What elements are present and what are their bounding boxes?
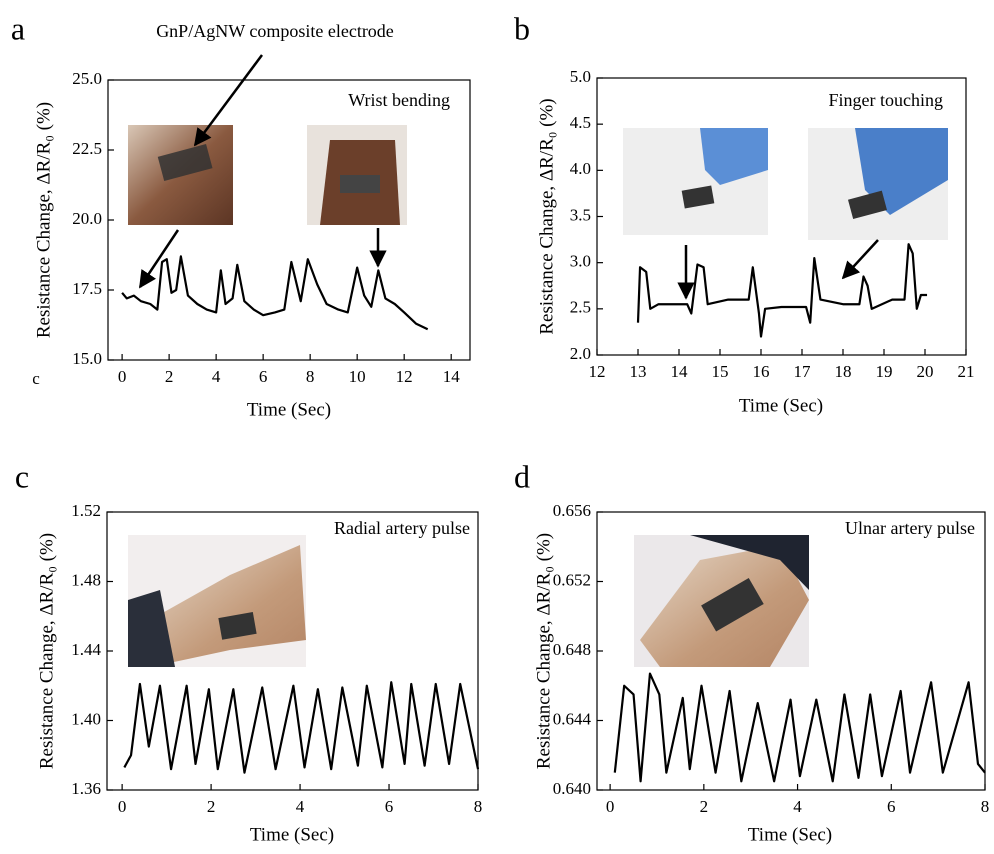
y-tick-label: 1.52 xyxy=(71,501,101,520)
data-line xyxy=(122,256,428,329)
x-tick-label: 19 xyxy=(876,362,893,381)
y-tick-label: 25.0 xyxy=(72,69,102,88)
x-tick-label: 16 xyxy=(753,362,770,381)
x-tick-label: 8 xyxy=(474,797,483,816)
panel-label: a xyxy=(11,10,25,46)
x-tick-label: 2 xyxy=(207,797,216,816)
y-tick-label: 2.0 xyxy=(570,344,591,363)
x-tick-label: 6 xyxy=(385,797,394,816)
photo xyxy=(808,128,948,240)
y-tick-label: 2.5 xyxy=(570,298,591,317)
x-tick-label: 4 xyxy=(296,797,305,816)
x-tick-label: 21 xyxy=(958,362,975,381)
annotation: Wrist bending xyxy=(348,90,450,110)
y-tick-label: 5.0 xyxy=(570,67,591,86)
x-tick-label: 0 xyxy=(118,797,127,816)
x-tick-label: 15 xyxy=(712,362,729,381)
y-tick-label: 1.44 xyxy=(71,640,101,659)
y-tick-label: 1.36 xyxy=(71,779,101,798)
photo xyxy=(634,535,809,667)
x-tick-label: 4 xyxy=(212,367,221,386)
figure: 0246810121415.017.520.022.525.0Time (Sec… xyxy=(0,0,994,849)
x-tick-label: 8 xyxy=(306,367,315,386)
panel-label: d xyxy=(514,458,530,494)
x-tick-label: 14 xyxy=(671,362,689,381)
y-tick-label: 15.0 xyxy=(72,349,102,368)
x-tick-label: 6 xyxy=(887,797,896,816)
x-axis-label: Time (Sec) xyxy=(247,399,331,420)
x-axis-label: Time (Sec) xyxy=(250,824,334,845)
y-tick-label: 0.644 xyxy=(553,709,592,728)
y-tick-label: 3.0 xyxy=(570,252,591,271)
y-tick-label: 0.648 xyxy=(553,640,591,659)
y-tick-label: 4.0 xyxy=(570,159,591,178)
annotation: c xyxy=(32,369,40,388)
y-tick-label: 17.5 xyxy=(72,279,102,298)
panel-label: c xyxy=(15,458,29,494)
y-tick-label: 22.5 xyxy=(72,139,102,158)
data-line xyxy=(638,244,927,336)
data-line xyxy=(615,674,985,782)
x-axis-label: Time (Sec) xyxy=(739,395,823,416)
x-tick-label: 0 xyxy=(118,367,127,386)
y-axis-label: Resistance Change, ΔR/R₀ (%) xyxy=(36,533,57,769)
y-tick-label: 0.640 xyxy=(553,779,591,798)
y-tick-label: 1.48 xyxy=(71,570,101,589)
x-tick-label: 8 xyxy=(981,797,990,816)
y-tick-label: 0.656 xyxy=(553,501,591,520)
annotation: Finger touching xyxy=(829,90,944,110)
data-line xyxy=(124,682,478,772)
x-tick-label: 0 xyxy=(606,797,615,816)
x-tick-label: 12 xyxy=(589,362,606,381)
x-axis-label: Time (Sec) xyxy=(748,824,832,845)
annotation: GnP/AgNW composite electrode xyxy=(156,21,394,41)
photo xyxy=(623,128,768,235)
y-tick-label: 0.652 xyxy=(553,570,591,589)
photo xyxy=(307,125,407,225)
y-axis-label: Resistance Change, ΔR/R₀ (%) xyxy=(33,102,54,338)
x-tick-label: 4 xyxy=(793,797,802,816)
annotation: Ulnar artery pulse xyxy=(845,518,975,538)
y-tick-label: 3.5 xyxy=(570,205,591,224)
y-tick-label: 20.0 xyxy=(72,209,102,228)
y-tick-label: 1.40 xyxy=(71,709,101,728)
y-tick-label: 4.5 xyxy=(570,113,591,132)
x-tick-label: 18 xyxy=(835,362,852,381)
x-tick-label: 14 xyxy=(443,367,461,386)
x-tick-label: 2 xyxy=(700,797,709,816)
photo xyxy=(128,125,233,225)
annotation: Radial artery pulse xyxy=(334,518,470,538)
x-tick-label: 13 xyxy=(630,362,647,381)
y-axis-label: Resistance Change, ΔR/R₀ (%) xyxy=(533,533,554,769)
y-axis-label: Resistance Change, ΔR/R₀ (%) xyxy=(536,98,557,334)
panel-label: b xyxy=(514,10,530,46)
x-tick-label: 20 xyxy=(917,362,934,381)
photo xyxy=(128,535,306,667)
x-tick-label: 17 xyxy=(794,362,812,381)
x-tick-label: 12 xyxy=(396,367,413,386)
x-tick-label: 10 xyxy=(349,367,366,386)
x-tick-label: 6 xyxy=(259,367,268,386)
x-tick-label: 2 xyxy=(165,367,174,386)
